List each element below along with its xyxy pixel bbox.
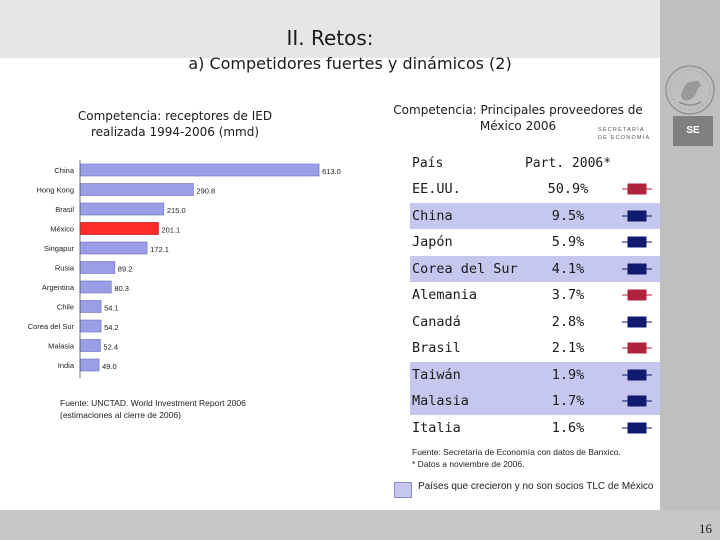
col-share-header: Part. 2006* [524,155,612,171]
slide-subtitle: a) Competidores fuertes y dinámicos (2) [188,54,512,73]
title-band [0,0,660,58]
bar [79,319,102,333]
value-label: 52.4 [103,343,118,352]
value-label: 54.2 [104,323,119,332]
country-cell: Malasia [412,393,469,410]
country-cell: EE.UU. [412,181,461,198]
flag-icon [622,369,652,380]
flag-icon [622,422,652,433]
bar [79,280,112,294]
country-cell: Taiwán [412,366,461,383]
category-label: Rusia [55,264,75,273]
flag-icon [622,342,652,354]
table-row: Corea del Sur 4.1% [410,255,660,282]
secretaria-logo: SECRETARÍA DE ECONOMÍA [598,127,651,141]
share-cell: 50.9% [547,181,589,198]
suppliers-table: País Part. 2006* EE.UU. 50.9% China 9.5% Jap… [410,150,660,441]
value-label: 613.0 [322,167,341,176]
table-source: Fuente: Secretaría de Economía con datos… [412,447,621,469]
flag-icon [622,210,652,221]
category-label: China [54,166,74,175]
bar [79,358,100,372]
flag-icon [622,316,652,327]
table-heading: Competencia: Principales proveedores de … [393,103,643,133]
col-country-header: País [412,155,444,171]
value-label: 49.0 [102,362,117,371]
table-row: Alemania 3.7% [410,282,660,309]
table-header-row: País Part. 2006* [410,150,660,176]
value-label: 290.8 [196,187,215,196]
category-label: Malasia [48,342,75,351]
country-cell: Corea del Sur [412,260,518,277]
bar [79,241,148,255]
se-logo-badge: SE [673,116,713,146]
value-label: 201.1 [161,226,180,235]
country-cell: Italia [412,419,461,436]
flag-icon [622,289,652,301]
flag-icon [622,183,652,195]
category-label: México [50,225,74,234]
table-row: Brasil 2.1% [410,335,660,362]
value-label: 89.2 [118,265,133,274]
category-label: India [58,361,75,370]
share-cell: 4.1% [551,260,585,277]
country-cell: Japón [412,234,453,251]
footer-band [0,510,720,540]
slide-title: II. Retos: [286,26,374,50]
category-label: Argentina [42,283,75,292]
share-cell: 1.7% [551,393,585,410]
bar [79,300,102,313]
legend-text: Países que crecieron y no son socios TLC… [418,481,654,492]
flag-icon [622,263,652,274]
category-label: Corea del Sur [28,322,75,331]
share-cell: 2.8% [551,313,585,330]
share-cell: 1.9% [551,366,585,383]
page-number: 16 [699,521,712,536]
flag-icon [622,395,652,407]
table-row: Canadá 2.8% [410,309,660,336]
country-cell: Brasil [412,340,461,357]
bar [79,339,101,352]
value-label: 215.0 [167,206,186,215]
bar [79,261,116,274]
country-cell: Canadá [412,313,461,330]
category-label: Brasil [55,205,74,214]
share-cell: 1.6% [551,419,585,436]
legend-swatch [394,482,412,498]
chart-source: Fuente: UNCTAD. World Investment Report … [60,398,246,420]
bar [79,163,320,177]
category-label: Singapur [44,244,75,253]
value-label: 172.1 [150,245,169,254]
fdi-bar-chart: China 613.0 Hong Kong 290.8 Brasil 215.0 Méxic… [28,160,341,379]
mexico-seal-icon [665,65,715,115]
table-row: EE.UU. 50.9% [410,176,660,203]
bar [79,183,194,196]
table-row: Malasia 1.7% [410,388,660,415]
share-cell: 2.1% [551,340,585,357]
category-label: Chile [57,303,74,312]
bar [79,222,159,235]
table-row: Taiwán 1.9% [410,361,660,388]
flag-icon [622,236,652,248]
chart-heading: Competencia: receptores de IED realizada… [77,109,273,139]
share-cell: 5.9% [551,234,585,251]
table-row: Japón 5.9% [410,229,660,256]
share-cell: 9.5% [551,207,585,224]
bar [79,202,165,216]
country-cell: China [412,207,453,224]
table-row: Italia 1.6% [410,415,660,442]
category-label: Hong Kong [36,186,74,195]
share-cell: 3.7% [551,287,585,304]
country-cell: Alemania [412,287,478,304]
value-label: 80.3 [114,284,129,293]
table-row: China 9.5% [410,202,660,229]
value-label: 54.1 [104,304,119,313]
